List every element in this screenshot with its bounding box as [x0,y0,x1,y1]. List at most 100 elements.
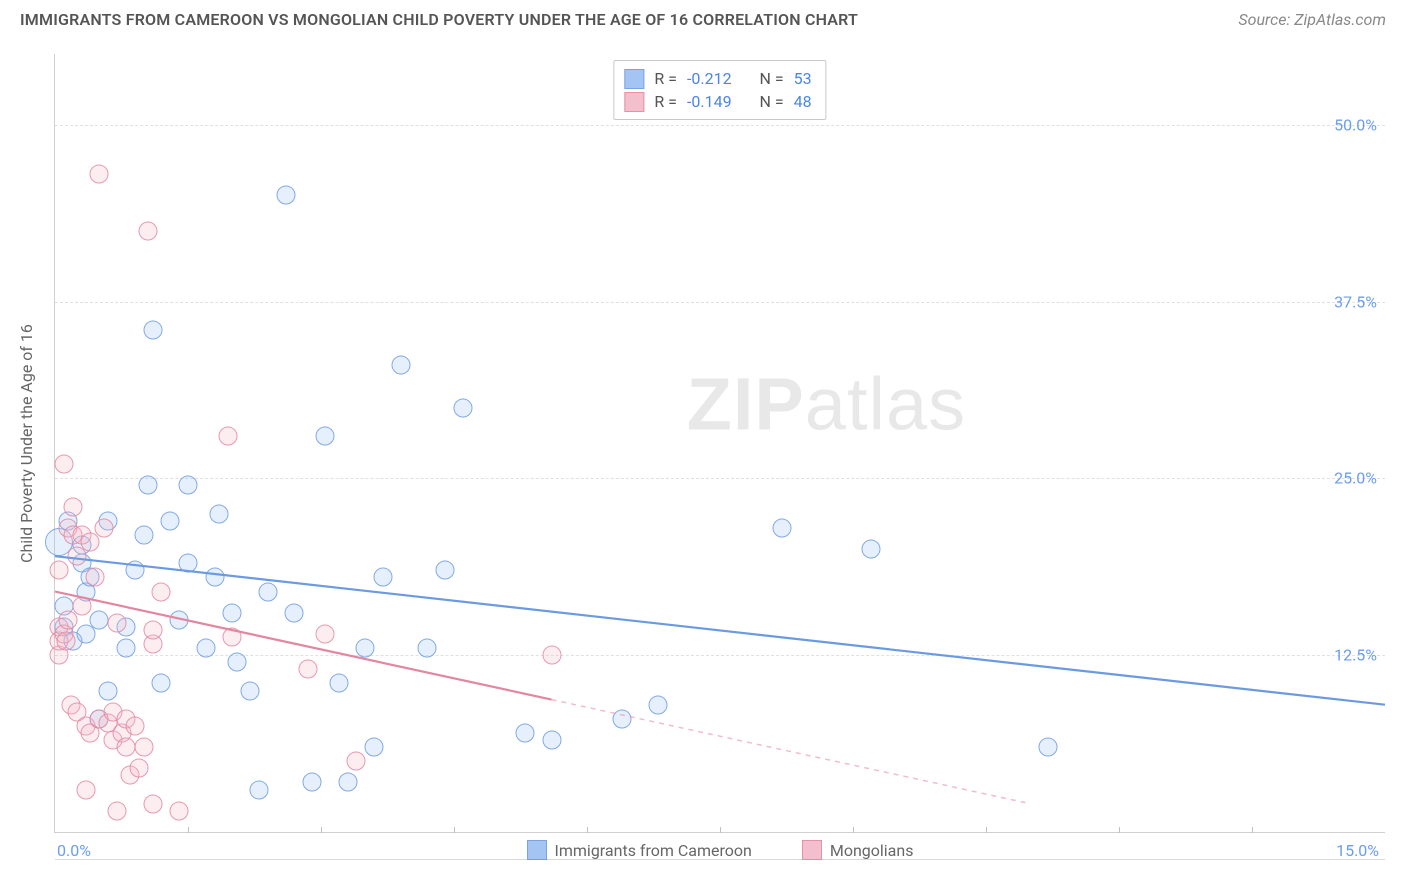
legend-label-cameroon: Immigrants from Cameroon [555,841,752,860]
data-point-mongolians [143,620,162,639]
n-value-mongolians: 48 [794,90,812,113]
data-point-mongolians [143,794,162,813]
data-point-mongolians [56,632,75,651]
data-point-cameroon [338,773,357,792]
data-point-mongolians [223,627,242,646]
data-point-cameroon [316,426,335,445]
scatter-plot: ZIPatlas R = -0.212 N = 53 R = -0.149 N … [54,54,1385,833]
r-value-mongolians: -0.149 [687,90,732,113]
data-point-mongolians [542,646,561,665]
data-point-cameroon [356,639,375,658]
data-point-mongolians [85,568,104,587]
data-point-mongolians [347,752,366,771]
data-point-cameroon [152,674,171,693]
swatch-mongolians-icon [802,840,822,860]
data-point-cameroon [249,780,268,799]
r-value-cameroon: -0.212 [687,67,732,90]
data-point-cameroon [613,709,632,728]
chart-header: IMMIGRANTS FROM CAMEROON VS MONGOLIAN CH… [0,0,1406,37]
data-point-cameroon [648,695,667,714]
data-point-mongolians [54,455,73,474]
gridline [55,478,1385,479]
data-point-cameroon [134,525,153,544]
data-point-cameroon [418,639,437,658]
legend-label-mongolians: Mongolians [830,841,914,860]
data-point-cameroon [374,568,393,587]
data-point-cameroon [99,681,118,700]
y-axis-title: Child Poverty Under the Age of 16 [14,54,38,832]
data-point-cameroon [542,731,561,750]
x-tick [720,827,721,833]
y-tick-label: 37.5% [1334,292,1377,311]
data-point-mongolians [63,497,82,516]
source-label: Source: ZipAtlas.com [1238,10,1386,29]
data-point-mongolians [152,582,171,601]
data-point-cameroon [241,681,260,700]
x-tick [587,827,588,833]
data-point-mongolians [108,801,127,820]
x-tick [853,827,854,833]
data-point-mongolians [90,165,109,184]
data-point-cameroon [179,554,198,573]
data-point-mongolians [298,660,317,679]
data-point-cameroon [179,476,198,495]
data-point-cameroon [329,674,348,693]
x-tick [321,827,322,833]
data-point-mongolians [77,780,96,799]
legend-row-mongolians: R = -0.149 N = 48 [624,90,811,113]
data-point-mongolians [125,716,144,735]
legend-item-mongolians: Mongolians [802,840,914,860]
gridline [55,125,1385,126]
correlation-legend: R = -0.212 N = 53 R = -0.149 N = 48 [613,60,826,120]
chart-title: IMMIGRANTS FROM CAMEROON VS MONGOLIAN CH… [20,10,858,29]
swatch-cameroon-icon [527,840,547,860]
data-point-cameroon [196,639,215,658]
y-tick-label: 25.0% [1334,469,1377,488]
data-point-mongolians [139,221,158,240]
data-point-mongolians [218,426,237,445]
y-tick-label: 50.0% [1334,115,1377,134]
swatch-mongolians [624,92,644,112]
data-point-mongolians [170,801,189,820]
data-point-cameroon [773,518,792,537]
n-value-cameroon: 53 [794,67,812,90]
data-point-cameroon [210,504,229,523]
data-point-cameroon [161,511,180,530]
data-point-mongolians [130,759,149,778]
gridline [55,655,1385,656]
gridline [55,302,1385,303]
data-point-cameroon [365,738,384,757]
data-point-cameroon [1039,738,1058,757]
data-point-cameroon [391,356,410,375]
x-tick [986,827,987,833]
data-point-mongolians [94,518,113,537]
x-tick [454,827,455,833]
data-point-mongolians [72,596,91,615]
data-point-cameroon [285,603,304,622]
y-tick-label: 12.5% [1334,646,1377,665]
data-point-mongolians [116,738,135,757]
watermark: ZIPatlas [687,362,966,447]
data-point-cameroon [170,610,189,629]
swatch-cameroon [624,69,644,89]
data-point-cameroon [143,320,162,339]
x-tick [188,827,189,833]
data-point-cameroon [223,603,242,622]
data-point-cameroon [125,561,144,580]
data-point-cameroon [861,540,880,559]
data-point-cameroon [90,610,109,629]
data-point-mongolians [134,738,153,757]
data-point-cameroon [276,186,295,205]
legend-row-cameroon: R = -0.212 N = 53 [624,67,811,90]
x-tick [1119,827,1120,833]
data-point-cameroon [139,476,158,495]
x-tick [1252,827,1253,833]
data-point-cameroon [116,639,135,658]
data-point-cameroon [258,582,277,601]
trend-lines [55,54,1385,832]
data-point-cameroon [227,653,246,672]
legend-item-cameroon: Immigrants from Cameroon [527,840,752,860]
series-legend: Immigrants from Cameroon Mongolians [55,840,1385,860]
data-point-cameroon [453,398,472,417]
data-point-mongolians [316,624,335,643]
